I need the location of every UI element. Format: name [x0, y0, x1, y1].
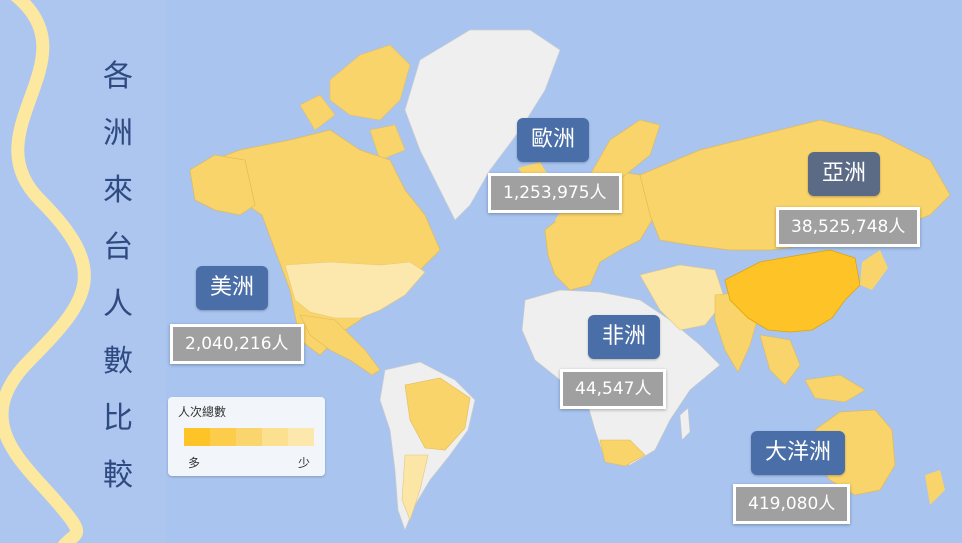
- value-europe: 1,253,975人: [488, 173, 622, 213]
- legend-high-label: 少: [298, 456, 311, 470]
- region-usa: [284, 261, 426, 319]
- label-asia: 亞洲: [808, 152, 881, 196]
- region-china: [724, 249, 861, 333]
- label-europe: 歐洲: [517, 118, 590, 162]
- region-madagascar: [679, 407, 691, 441]
- region-greenland: [404, 29, 561, 221]
- legend-title: 人次總數: [178, 405, 227, 419]
- region-arctic-islands: [299, 44, 411, 161]
- label-africa: 非洲: [588, 315, 661, 359]
- page-title: 各 洲 來 台 人 數 比 較: [100, 48, 136, 504]
- legend-low-label: 多: [188, 456, 201, 470]
- value-americas: 2,040,216人: [170, 324, 304, 364]
- legend-swatch: [210, 428, 236, 446]
- label-americas: 美洲: [196, 266, 269, 310]
- title-char: 人: [103, 287, 133, 322]
- title-char: 來: [103, 173, 133, 208]
- title-char: 各: [103, 59, 133, 94]
- region-uk: [555, 205, 572, 240]
- region-alaska: [189, 154, 256, 216]
- title-char: 台: [103, 230, 133, 265]
- legend-swatch: [236, 428, 262, 446]
- region-south-africa: [599, 439, 646, 467]
- title-char: 數: [103, 344, 133, 379]
- label-oceania: 大洋洲: [751, 431, 846, 475]
- wave-decoration: [0, 0, 91, 543]
- legend-swatch: [184, 428, 210, 446]
- value-africa: 44,547人: [560, 369, 667, 409]
- legend-swatch: [288, 428, 314, 446]
- value-asia: 38,525,748人: [776, 207, 921, 247]
- region-southeast-asia: [759, 334, 866, 403]
- legend-gradient: [184, 428, 314, 446]
- title-char: 洲: [103, 116, 133, 151]
- title-char: 比: [103, 401, 133, 436]
- map-legend: 人次總數 多 少: [168, 397, 325, 476]
- region-japan: [860, 250, 888, 290]
- region-new-zealand: [925, 470, 945, 505]
- title-char: 較: [103, 458, 133, 493]
- region-brazil: [404, 377, 471, 451]
- value-oceania: 419,080人: [733, 484, 851, 524]
- region-argentina: [401, 454, 429, 521]
- side-panel: 各 洲 來 台 人 數 比 較: [0, 0, 166, 543]
- legend-swatch: [262, 428, 288, 446]
- region-central-america: [299, 314, 381, 376]
